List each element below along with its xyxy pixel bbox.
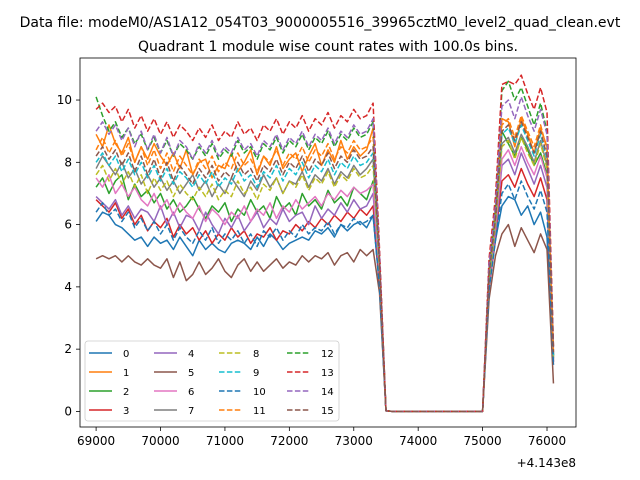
legend-entry-3: 3 <box>89 406 129 417</box>
x-axis: 69000 70000 71000 72000 73000 74000 75000 76000 <box>77 427 566 448</box>
y-tick-label: 4 <box>64 280 72 294</box>
legend-entry-13: 13 <box>287 368 334 379</box>
y-tick-label: 10 <box>57 93 72 107</box>
legend-entry-14: 14 <box>287 387 334 398</box>
series-line-9 <box>95 124 555 413</box>
legend-entry-5: 5 <box>154 368 194 379</box>
legend-label: 12 <box>321 349 334 360</box>
figure-suptitle: Data file: modeM0/AS1A12_054T03_90000055… <box>20 15 621 31</box>
legend-entry-11: 11 <box>219 406 266 417</box>
legend-entry-9: 9 <box>219 368 259 379</box>
series-line-13 <box>95 74 555 413</box>
legend-entry-1: 1 <box>89 368 129 379</box>
legend-label: 13 <box>321 368 334 379</box>
legend-label: 9 <box>253 368 259 379</box>
legend-frame <box>84 340 340 422</box>
x-tick-label: 73000 <box>335 434 373 448</box>
legend-entry-15: 15 <box>287 406 334 417</box>
legend-label: 0 <box>123 349 129 360</box>
legend-label: 3 <box>123 406 129 417</box>
legend-label: 4 <box>188 349 194 360</box>
legend-label: 5 <box>188 368 194 379</box>
x-tick-label: 76000 <box>528 434 566 448</box>
legend-entry-0: 0 <box>89 349 129 360</box>
legend-label: 15 <box>321 406 334 417</box>
x-tick-label: 74000 <box>399 434 437 448</box>
x-tick-label: 69000 <box>77 434 115 448</box>
y-tick-label: 0 <box>64 404 72 418</box>
y-tick-label: 2 <box>64 342 72 356</box>
legend-entry-2: 2 <box>89 387 129 398</box>
x-tick-label: 70000 <box>141 434 179 448</box>
legend-entry-6: 6 <box>154 387 194 398</box>
x-tick-label: 71000 <box>206 434 244 448</box>
legend-entry-7: 7 <box>154 406 194 417</box>
legend-entry-8: 8 <box>219 349 259 360</box>
y-tick-label: 6 <box>64 218 72 232</box>
y-tick-label: 8 <box>64 155 72 169</box>
legend-entry-12: 12 <box>287 349 334 360</box>
legend-label: 2 <box>123 387 129 398</box>
legend-label: 8 <box>253 349 259 360</box>
legend-label: 11 <box>253 406 266 417</box>
legend-label: 6 <box>188 387 194 398</box>
series-layer <box>95 74 555 413</box>
legend-label: 1 <box>123 368 129 379</box>
x-axis-offset-label: +4.143e8 <box>517 456 576 470</box>
chart-title: Quadrant 1 module wise count rates with … <box>138 39 518 55</box>
series-line-10 <box>95 180 555 413</box>
legend-entry-4: 4 <box>154 349 194 360</box>
x-tick-label: 72000 <box>270 434 308 448</box>
legend-label: 10 <box>253 387 266 398</box>
y-axis: 0 2 4 6 8 10 <box>57 93 80 418</box>
legend-entry-10: 10 <box>219 387 266 398</box>
series-line-15 <box>95 121 555 413</box>
legend-label: 7 <box>188 406 194 417</box>
plot-frame <box>79 57 577 428</box>
x-tick-label: 75000 <box>464 434 502 448</box>
legend-label: 14 <box>321 387 334 398</box>
